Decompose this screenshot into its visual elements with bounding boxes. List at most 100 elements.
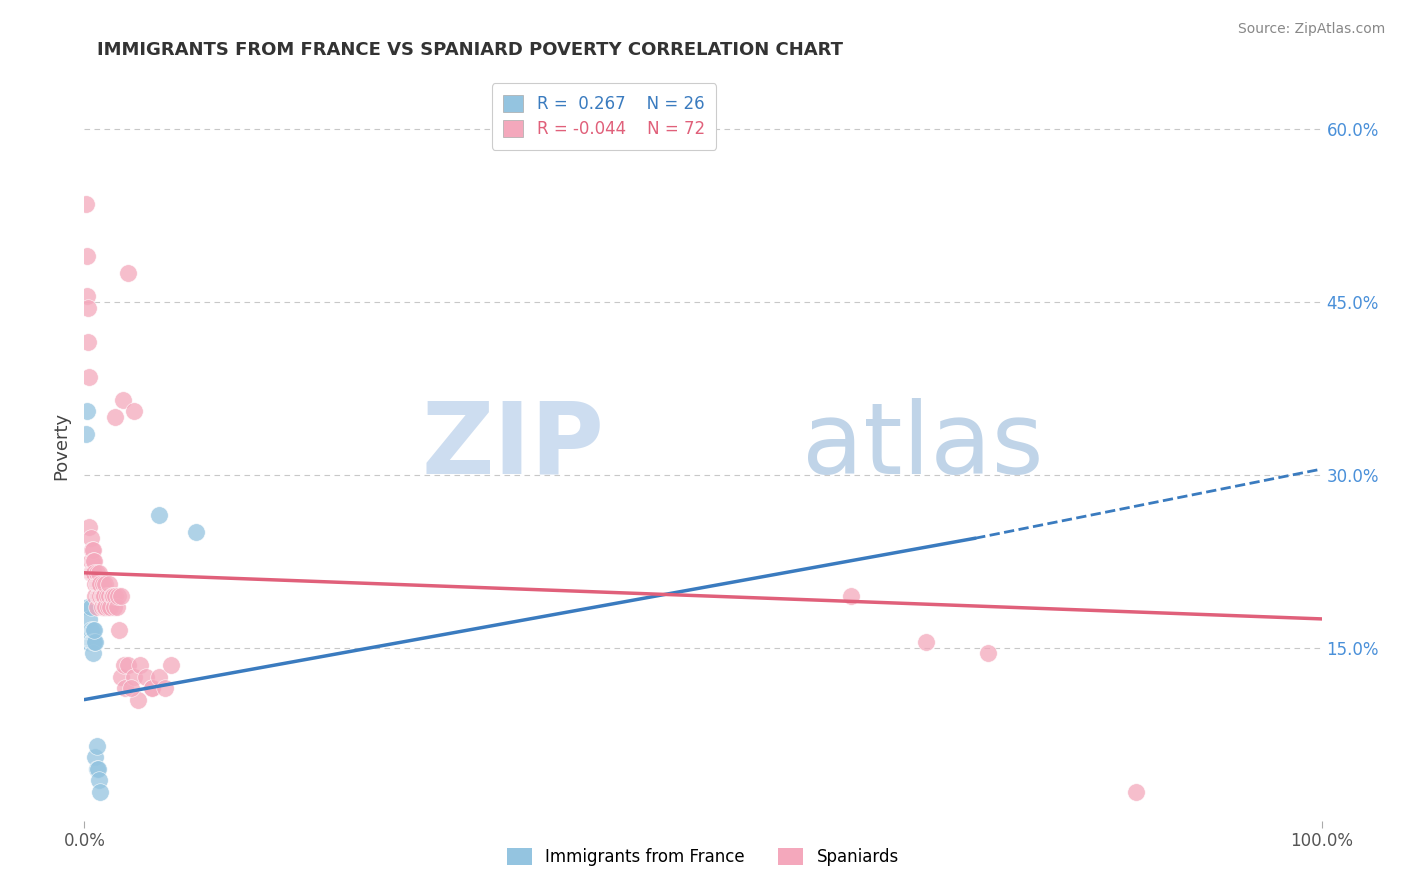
Point	[80, 542, 103, 557]
Point	[97, 600, 120, 615]
Point	[89, 589, 111, 603]
Point	[83, 554, 105, 568]
Point	[117, 658, 139, 673]
Y-axis label: Poverty: Poverty	[52, 412, 70, 480]
Point	[82, 554, 104, 568]
Point	[93, 600, 115, 615]
Point	[89, 577, 111, 591]
Point	[89, 577, 111, 591]
Point	[82, 647, 104, 661]
Point	[141, 681, 163, 695]
Point	[96, 589, 118, 603]
Point	[91, 589, 114, 603]
Point	[84, 577, 107, 591]
Point	[91, 577, 114, 591]
Point	[84, 750, 107, 764]
Point	[75, 427, 97, 442]
Point	[111, 392, 134, 407]
Point	[79, 624, 101, 638]
Point	[79, 612, 101, 626]
Point	[104, 410, 127, 425]
Point	[83, 566, 105, 580]
Point	[86, 566, 108, 580]
Point	[117, 266, 139, 280]
Point	[135, 669, 157, 683]
Point	[76, 289, 98, 303]
Point	[89, 785, 111, 799]
Point	[84, 589, 107, 603]
Point	[89, 773, 111, 788]
Point	[107, 589, 129, 603]
Point	[89, 566, 111, 580]
Point	[90, 589, 112, 603]
Point	[148, 669, 170, 683]
Point	[90, 600, 112, 615]
Point	[104, 589, 127, 603]
Point	[80, 635, 103, 649]
Text: ZIP: ZIP	[422, 398, 605, 494]
Point	[82, 635, 104, 649]
Point	[79, 519, 101, 533]
Point	[122, 404, 145, 418]
Point	[86, 577, 108, 591]
Point	[1125, 785, 1147, 799]
Point	[976, 647, 998, 661]
Point	[87, 589, 110, 603]
Point	[77, 635, 100, 649]
Point	[120, 681, 142, 695]
Point	[105, 600, 128, 615]
Point	[98, 577, 121, 591]
Point	[82, 566, 104, 580]
Point	[79, 635, 101, 649]
Point	[80, 566, 103, 580]
Point	[83, 624, 105, 638]
Point	[110, 589, 132, 603]
Point	[101, 589, 124, 603]
Point	[94, 600, 117, 615]
Point	[103, 600, 125, 615]
Point	[79, 554, 101, 568]
Point	[127, 692, 149, 706]
Point	[80, 635, 103, 649]
Text: atlas: atlas	[801, 398, 1043, 494]
Point	[79, 600, 101, 615]
Point	[93, 589, 115, 603]
Point	[79, 369, 101, 384]
Point	[77, 301, 100, 315]
Point	[77, 600, 100, 615]
Point	[98, 600, 121, 615]
Point	[84, 635, 107, 649]
Point	[82, 624, 104, 638]
Point	[914, 635, 936, 649]
Point	[153, 681, 176, 695]
Text: IMMIGRANTS FROM FRANCE VS SPANIARD POVERTY CORRELATION CHART: IMMIGRANTS FROM FRANCE VS SPANIARD POVER…	[97, 41, 842, 59]
Point	[108, 624, 131, 638]
Point	[86, 600, 108, 615]
Point	[87, 762, 110, 776]
Point	[79, 531, 101, 545]
Point	[82, 635, 104, 649]
Point	[98, 589, 121, 603]
Point	[112, 658, 135, 673]
Point	[79, 635, 101, 649]
Point	[160, 658, 183, 673]
Point	[141, 681, 163, 695]
Legend: Immigrants from France, Spaniards: Immigrants from France, Spaniards	[499, 840, 907, 875]
Text: Source: ZipAtlas.com: Source: ZipAtlas.com	[1237, 22, 1385, 37]
Point	[89, 589, 111, 603]
Point	[83, 635, 105, 649]
Point	[122, 669, 145, 683]
Point	[86, 739, 108, 753]
Point	[75, 197, 97, 211]
Legend: R =  0.267    N = 26, R = -0.044    N = 72: R = 0.267 N = 26, R = -0.044 N = 72	[492, 84, 717, 150]
Point	[114, 681, 136, 695]
Point	[76, 249, 98, 263]
Point	[86, 762, 108, 776]
Point	[129, 658, 152, 673]
Point	[110, 669, 132, 683]
Point	[76, 404, 98, 418]
Point	[841, 589, 863, 603]
Point	[148, 508, 170, 523]
Point	[79, 566, 101, 580]
Point	[82, 542, 104, 557]
